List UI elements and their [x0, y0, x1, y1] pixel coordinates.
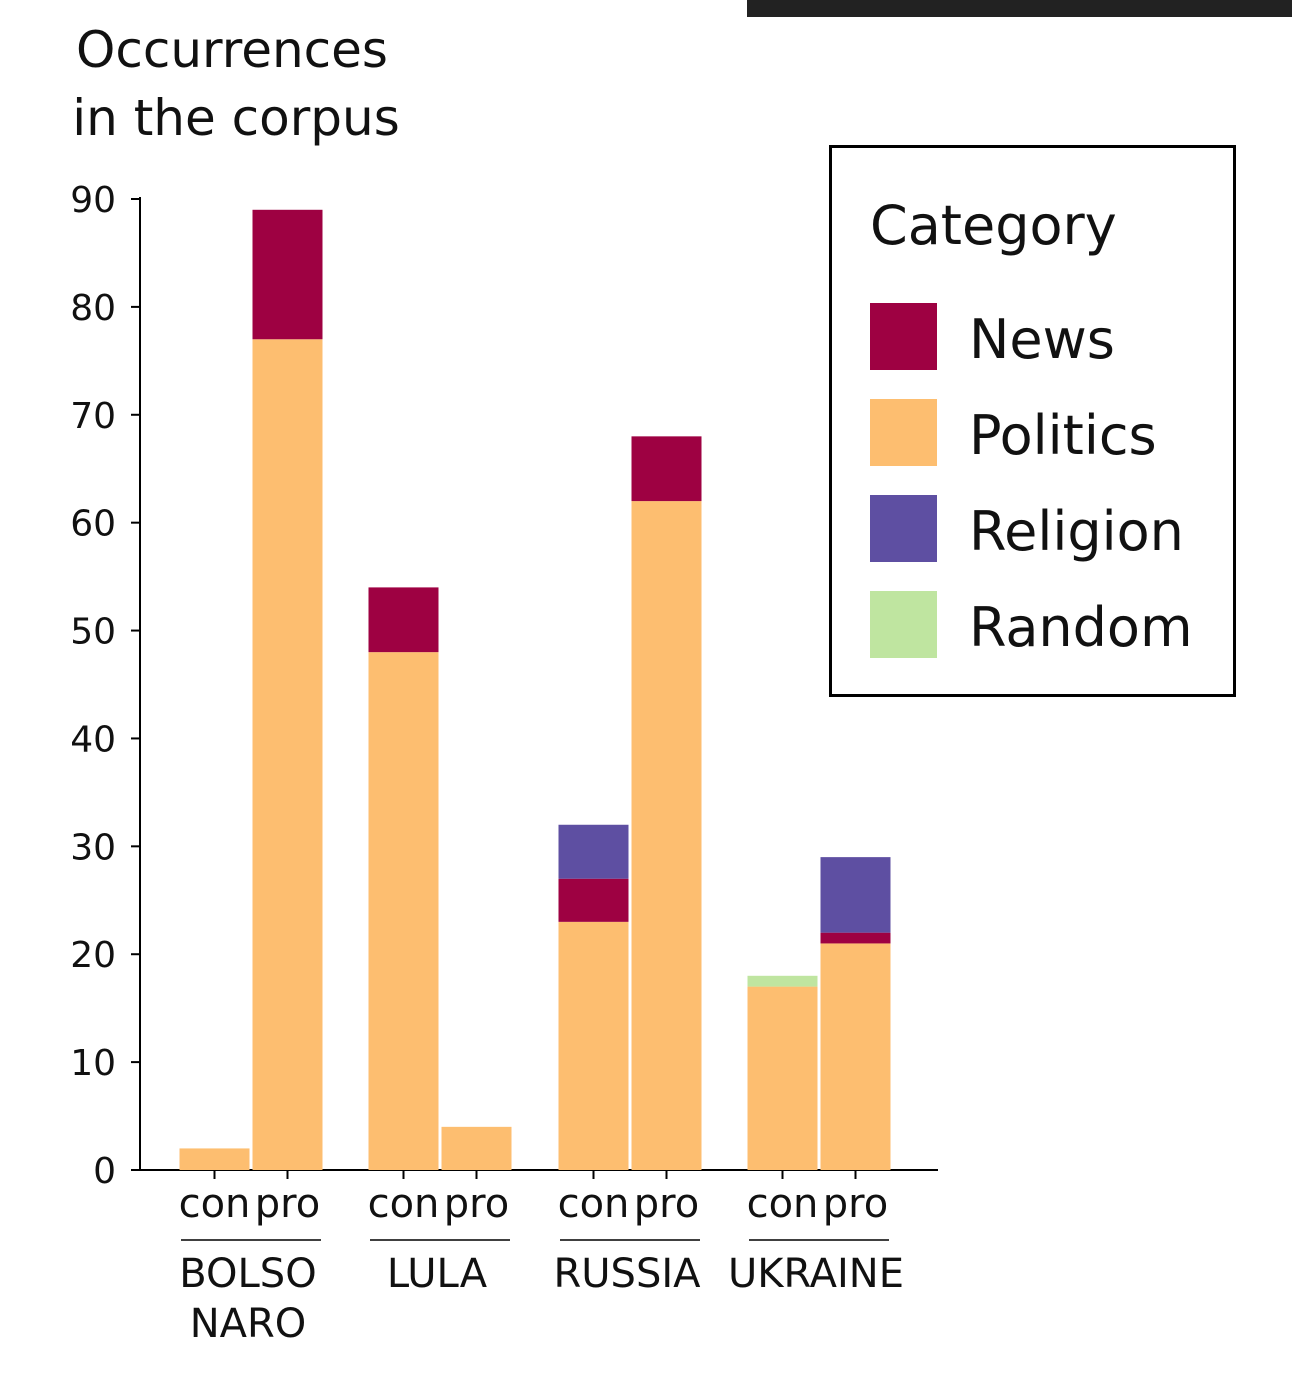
bars — [179, 209, 891, 1171]
x-sub-label: pro — [444, 1181, 509, 1227]
legend-label-news: News — [969, 308, 1115, 371]
bar-segment-religion — [820, 857, 891, 933]
x-group-label: UKRAINE — [728, 1251, 904, 1297]
bar-segment-politics — [252, 339, 323, 1170]
y-tick-label: 10 — [70, 1043, 116, 1084]
legend: Category News Politics Religion Random — [829, 145, 1236, 697]
legend-label-politics: Politics — [969, 404, 1157, 467]
x-sub-label: pro — [634, 1181, 699, 1227]
x-group-label: NARO — [190, 1301, 307, 1347]
y-tick-label: 60 — [70, 504, 116, 545]
y-tick-label: 80 — [70, 288, 116, 329]
bar-segment-religion — [558, 824, 629, 879]
x-sub-label: con — [558, 1181, 630, 1227]
x-sub-label: con — [368, 1181, 440, 1227]
legend-swatch-news — [870, 303, 937, 370]
bar-segment-news — [820, 932, 891, 944]
top-dark-bar — [747, 0, 1292, 17]
x-sub-label: pro — [255, 1181, 320, 1227]
bar-segment-politics — [558, 921, 629, 1170]
legend-swatch-politics — [870, 399, 937, 466]
axes: 0 10 20 30 40 50 60 70 80 90 — [70, 180, 938, 1192]
legend-swatch-random — [870, 591, 937, 658]
bar-segment-politics — [441, 1126, 512, 1170]
x-sub-label: con — [747, 1181, 819, 1227]
x-group-label: BOLSO — [179, 1251, 316, 1297]
bar-segment-news — [631, 436, 702, 502]
legend-label-religion: Religion — [969, 500, 1184, 563]
bar-segment-politics — [368, 652, 439, 1170]
y-tick-label: 50 — [70, 612, 116, 653]
legend-swatch-religion — [870, 495, 937, 562]
bar-segment-news — [252, 209, 323, 340]
x-sub-label: pro — [823, 1181, 888, 1227]
x-sub-label: con — [179, 1181, 251, 1227]
bar-segment-politics — [747, 986, 818, 1170]
x-group-label: RUSSIA — [553, 1251, 701, 1297]
bar-segment-news — [368, 587, 439, 653]
bar-segment-politics — [820, 943, 891, 1170]
y-tick-label: 20 — [70, 935, 116, 976]
legend-title: Category — [870, 194, 1117, 257]
y-tick-label: 30 — [70, 827, 116, 868]
y-tick-label: 40 — [70, 719, 116, 760]
y-axis-title-line-2: in the corpus — [72, 89, 400, 147]
bar-segment-random — [747, 975, 818, 987]
bar-segment-news — [558, 878, 629, 922]
bar-segment-politics — [631, 501, 702, 1171]
y-tick-label: 90 — [70, 180, 116, 221]
y-tick-label: 0 — [93, 1151, 116, 1192]
y-axis-title-line-1: Occurrences — [76, 21, 388, 79]
y-tick-label: 70 — [70, 396, 116, 437]
x-group-label: LULA — [387, 1251, 488, 1297]
legend-label-random: Random — [969, 596, 1193, 659]
legend-items: News Politics Religion Random — [870, 303, 1193, 659]
bar-segment-politics — [179, 1148, 250, 1170]
